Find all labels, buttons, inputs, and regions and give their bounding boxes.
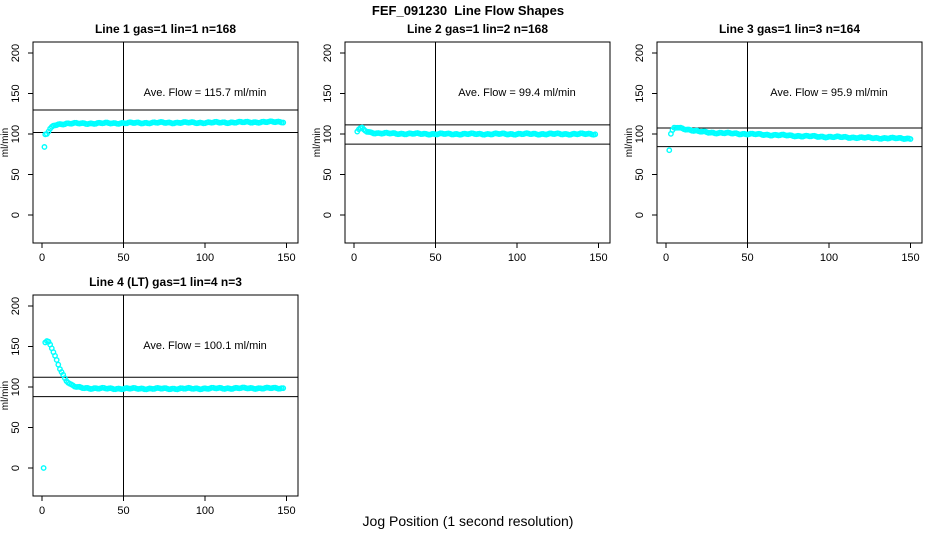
y-tick-label: 100: [10, 378, 22, 396]
panel-1: Line 1 gas=1 lin=1 n=168 0 50 100 150 200 ml/m…: [0, 22, 299, 264]
ave-flow-annotation: Ave. Flow = 95.9 ml/min: [770, 87, 887, 99]
ave-flow-annotation: Ave. Flow = 99.4 ml/min: [458, 87, 575, 99]
x-tick-label: 100: [196, 252, 214, 264]
x-tick-label: 150: [901, 252, 919, 264]
y-tick-label: 100: [10, 125, 22, 143]
y-axis-label: ml/min: [0, 381, 11, 410]
panel-3: Line 3 gas=1 lin=3 n=164 0 50 100 150 200 ml/m…: [624, 22, 923, 264]
x-axis-label: Jog Position (1 second resolution): [362, 513, 574, 529]
panel-title: Line 4 (LT) gas=1 lin=4 n=3: [89, 275, 242, 289]
x-tick-label: 50: [117, 505, 129, 517]
y-tick-label: 0: [10, 465, 22, 471]
plot-area: [32, 294, 299, 497]
ave-flow-annotation: Ave. Flow = 115.7 ml/min: [144, 87, 267, 99]
plot-area: [344, 41, 611, 244]
x-tick-label: 150: [589, 252, 607, 264]
y-tick-label: 50: [634, 168, 646, 180]
x-tick-label: 0: [663, 252, 669, 264]
y-axis-label: ml/min: [624, 128, 635, 157]
x-tick-label: 100: [508, 252, 526, 264]
y-tick-label: 150: [634, 84, 646, 102]
x-tick-label: 50: [429, 252, 441, 264]
panel-2: Line 2 gas=1 lin=2 n=168 0 50 100 150 200 ml/m…: [312, 22, 611, 264]
data-point: [40, 465, 47, 471]
y-tick-label: 0: [10, 212, 22, 218]
y-tick-label: 200: [10, 44, 22, 62]
y-tick-label: 150: [10, 84, 22, 102]
y-tick-label: 100: [634, 125, 646, 143]
panel-title: Line 2 gas=1 lin=2 n=168: [407, 22, 548, 36]
x-tick-label: 50: [741, 252, 753, 264]
figure-title: FEF_091230 Line Flow Shapes: [371, 3, 565, 18]
panel-title: Line 3 gas=1 lin=3 n=164: [719, 22, 860, 36]
data-point: [280, 119, 287, 126]
y-tick-label: 150: [10, 337, 22, 355]
x-tick-label: 100: [196, 505, 214, 517]
y-tick-label: 150: [322, 84, 334, 102]
data-point: [592, 131, 599, 138]
y-tick-label: 50: [10, 168, 22, 180]
y-tick-label: 100: [322, 125, 334, 143]
x-tick-label: 0: [39, 505, 45, 517]
x-tick-label: 150: [277, 252, 295, 264]
data-point: [41, 144, 48, 150]
data-point: [280, 385, 287, 392]
panel-4: Line 4 (LT) gas=1 lin=4 n=3 0 50 100 150 200 m…: [0, 275, 299, 517]
x-tick-label: 0: [39, 252, 45, 264]
y-tick-label: 200: [322, 44, 334, 62]
y-axis-label: ml/min: [0, 128, 11, 157]
y-tick-label: 200: [10, 297, 22, 315]
y-tick-label: 50: [10, 421, 22, 433]
y-tick-label: 0: [634, 212, 646, 218]
panel-title: Line 1 gas=1 lin=1 n=168: [95, 22, 236, 36]
y-axis-label: ml/min: [312, 128, 323, 157]
data-point: [666, 147, 673, 154]
y-tick-label: 0: [322, 212, 334, 218]
data-point: [53, 357, 60, 363]
y-tick-label: 50: [322, 168, 334, 180]
y-tick-label: 200: [634, 44, 646, 62]
ave-flow-annotation: Ave. Flow = 100.1 ml/min: [143, 340, 267, 352]
data-point: [907, 136, 914, 142]
plot-area: [656, 41, 923, 244]
x-tick-label: 150: [277, 505, 295, 517]
x-tick-label: 100: [820, 252, 838, 264]
x-tick-label: 50: [117, 252, 129, 264]
x-tick-label: 0: [351, 252, 357, 264]
plot-area: [32, 41, 299, 244]
